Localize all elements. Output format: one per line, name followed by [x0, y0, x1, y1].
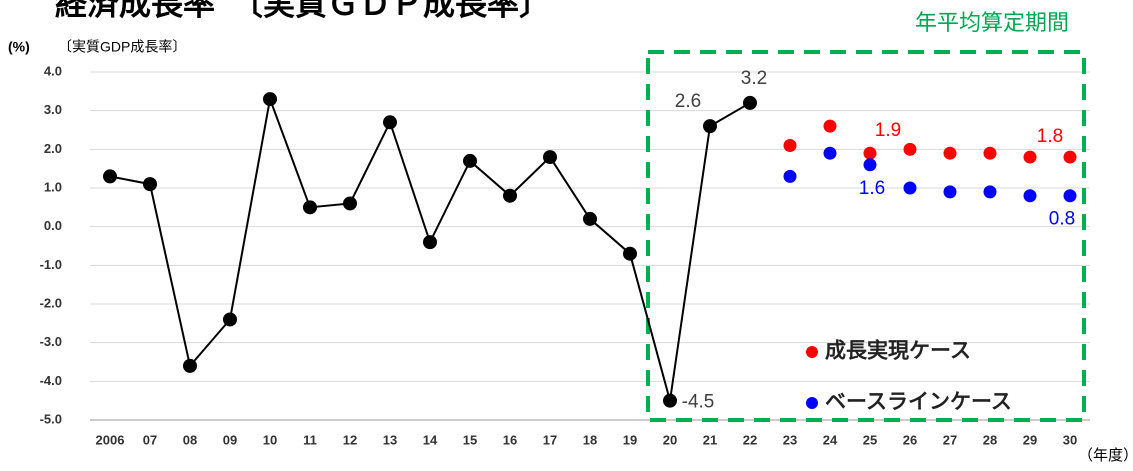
- data-point: [743, 95, 757, 110]
- data-point: [983, 185, 997, 199]
- x-tick-label: 15: [463, 432, 477, 447]
- data-point: [383, 115, 397, 130]
- y-tick-label: 1.0: [44, 179, 62, 194]
- data-point: [1063, 189, 1077, 203]
- data-point: [343, 196, 357, 211]
- x-tick-label: 2006: [96, 432, 125, 447]
- legend-marker: [806, 346, 818, 358]
- data-point: [303, 200, 317, 215]
- x-tick-label: 18: [583, 432, 597, 447]
- x-tick-label: 25: [863, 432, 877, 447]
- x-tick-label: 30: [1063, 432, 1077, 447]
- data-point: [423, 235, 437, 250]
- data-label: 1.6: [859, 178, 885, 199]
- x-tick-label: 11: [303, 432, 317, 447]
- x-tick-label: 12: [343, 432, 357, 447]
- data-point: [983, 146, 997, 160]
- data-point: [543, 150, 557, 165]
- x-tick-label: 21: [703, 432, 717, 447]
- data-point: [703, 119, 717, 134]
- legend-label: 成長実現ケース: [825, 339, 971, 363]
- x-tick-label: 16: [503, 432, 517, 447]
- y-tick-label: 2.0: [44, 141, 62, 156]
- x-tick-label: 13: [383, 432, 397, 447]
- y-tick-label: 3.0: [44, 102, 62, 117]
- x-axis-label: （年度）: [1078, 447, 1133, 464]
- data-label: -4.5: [682, 392, 715, 413]
- x-tick-label: 09: [223, 432, 237, 447]
- data-point: [623, 246, 637, 261]
- series-line: [109, 95, 751, 401]
- x-tick-label: 17: [543, 432, 557, 447]
- x-tick-label: 19: [623, 432, 637, 447]
- chart-title: 経済成長率 〔実質ＧＤＰ成長率〕: [55, 0, 551, 21]
- data-point: [783, 138, 797, 152]
- legend-label: ベースラインケース: [825, 391, 1012, 414]
- data-point: [863, 146, 877, 160]
- data-point: [263, 92, 277, 107]
- period-box: [646, 50, 1086, 422]
- x-tick-label: 24: [823, 432, 838, 447]
- data-point: [1023, 150, 1037, 164]
- data-label: 0.8: [1049, 209, 1075, 230]
- data-label: 2.6: [675, 91, 701, 112]
- data-point: [783, 169, 797, 183]
- x-tick-label: 27: [943, 432, 957, 447]
- y-axis-label: (%): [8, 39, 30, 55]
- legend-marker: [806, 397, 818, 409]
- data-point: [823, 119, 837, 133]
- data-point: [903, 181, 917, 195]
- data-point: [943, 146, 957, 160]
- data-point: [663, 393, 677, 408]
- x-tick-label: 26: [903, 432, 917, 447]
- y-tick-label: -3.0: [40, 334, 62, 349]
- data-point: [503, 188, 517, 203]
- data-point: [183, 358, 197, 373]
- x-tick-label: 10: [263, 432, 277, 447]
- data-point: [463, 153, 477, 168]
- x-tick-label: 23: [783, 432, 797, 447]
- data-point: [903, 142, 917, 156]
- data-point: [1063, 150, 1077, 164]
- data-point: [143, 177, 157, 192]
- x-tick-label: 08: [183, 432, 197, 447]
- y-tick-label: 0.0: [44, 218, 62, 233]
- data-point: [1023, 189, 1037, 203]
- y-tick-label: -4.0: [40, 373, 62, 388]
- x-tick-label: 28: [983, 432, 997, 447]
- data-point: [103, 169, 117, 184]
- x-tick-label: 22: [743, 432, 757, 447]
- data-point: [863, 158, 877, 172]
- subtitle: 〔実質GDP成長率〕: [58, 39, 186, 55]
- x-tick-label: 20: [663, 432, 677, 447]
- data-point: [823, 146, 837, 160]
- annotation: 年平均算定期間: [915, 10, 1069, 35]
- y-tick-label: -5.0: [40, 411, 62, 426]
- y-tick-label: -1.0: [40, 257, 62, 272]
- x-tick-label: 14: [423, 432, 438, 447]
- data-point: [583, 211, 597, 226]
- x-tick-label: 07: [143, 432, 157, 447]
- data-label: 1.8: [1037, 126, 1063, 147]
- data-label: 1.9: [875, 120, 901, 141]
- data-point: [223, 312, 237, 327]
- data-label: 3.2: [741, 68, 767, 89]
- x-tick-label: 29: [1023, 432, 1037, 447]
- data-point: [943, 185, 957, 199]
- y-tick-label: 4.0: [44, 63, 62, 78]
- y-tick-label: -2.0: [40, 295, 62, 310]
